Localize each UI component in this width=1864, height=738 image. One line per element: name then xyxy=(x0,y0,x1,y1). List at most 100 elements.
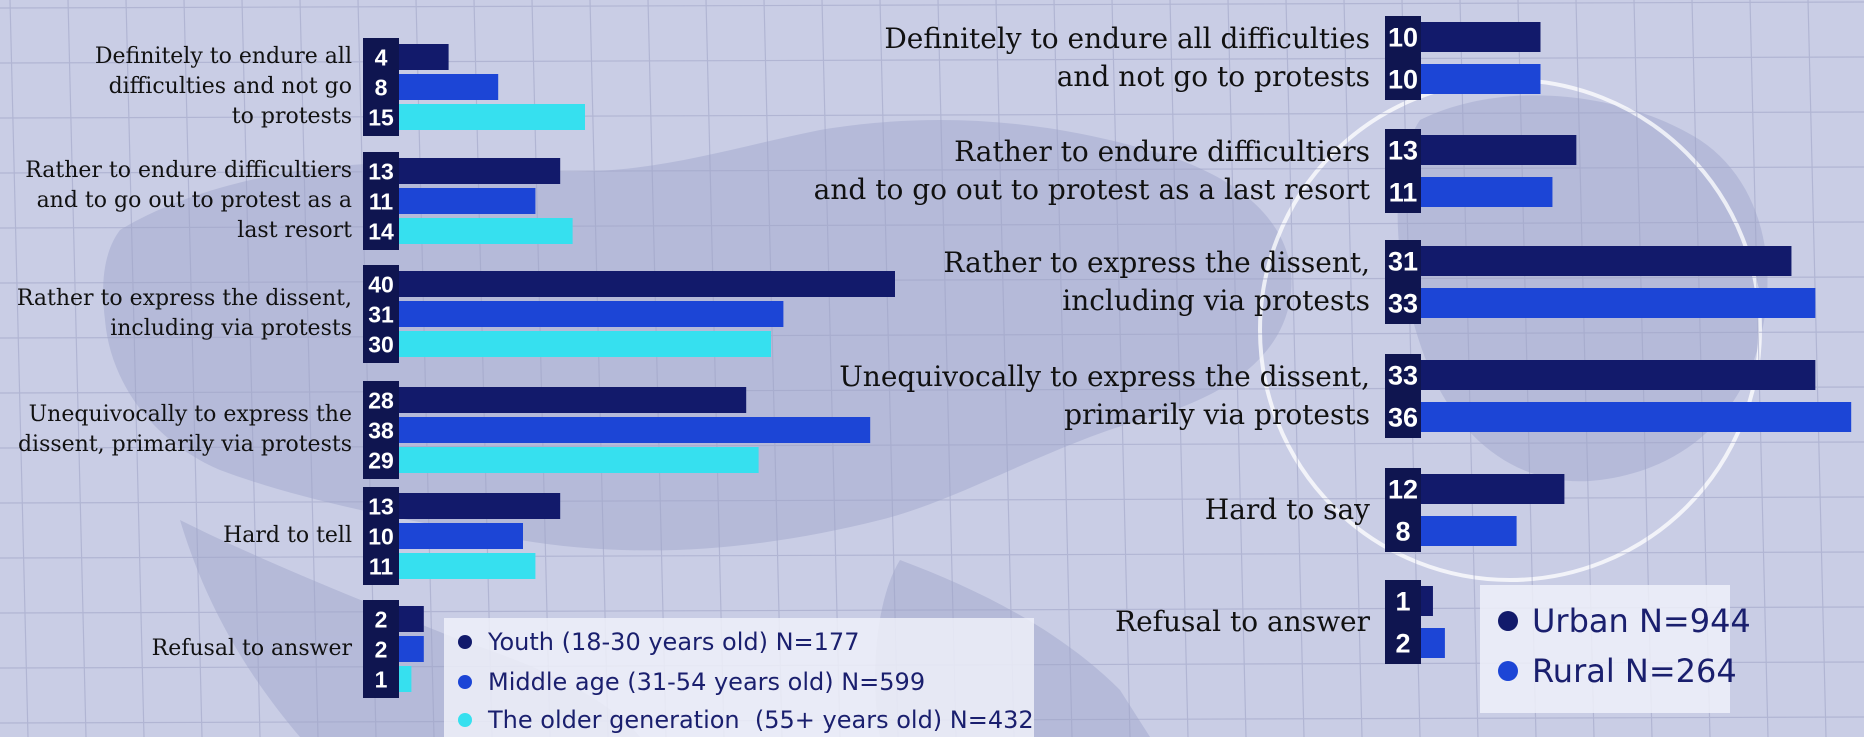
legend-item-older: The older generation (55+ years old) N=4… xyxy=(458,702,1034,738)
bar-0-1-1 xyxy=(399,188,536,214)
category-label-line: Definitely to endure all xyxy=(94,44,352,69)
value-box-1-0 xyxy=(1385,16,1421,100)
bar-1-3-0 xyxy=(1421,360,1816,390)
category-label: Unequivocally to express the dissent, pri… xyxy=(18,400,352,460)
data-label-0-5-2: 1 xyxy=(375,666,388,692)
value-box-0-1 xyxy=(363,152,399,250)
bar-1-0-0 xyxy=(1421,22,1541,52)
data-label-1-0-0: 10 xyxy=(1388,23,1418,53)
bar-0-5-0 xyxy=(399,606,424,632)
category-label-line: primarily via protests xyxy=(1064,398,1370,431)
category-label-line: to protests xyxy=(231,104,352,129)
value-box-1-5 xyxy=(1385,580,1421,664)
category-label: Rather to endure difficultiers and to go … xyxy=(814,133,1370,209)
category-label-line: Hard to say xyxy=(1204,493,1370,526)
category-label-line: Definitely to endure all difficulties xyxy=(884,22,1370,55)
value-box-1-2 xyxy=(1385,240,1421,324)
data-label-0-0-1: 8 xyxy=(375,74,388,100)
data-label-0-1-2: 14 xyxy=(368,218,394,244)
data-label-0-3-1: 38 xyxy=(368,417,394,443)
legend-label-urban: Urban N=944 xyxy=(1532,602,1751,640)
data-label-0-3-0: 28 xyxy=(368,387,394,413)
bar-1-2-1 xyxy=(1421,288,1816,318)
data-label-0-5-1: 2 xyxy=(375,636,388,662)
data-label-1-1-0: 13 xyxy=(1388,136,1418,166)
legend-swatch-youth xyxy=(458,635,472,649)
bar-0-2-2 xyxy=(399,331,771,357)
value-box-0-0 xyxy=(363,38,399,136)
data-label-0-3-2: 29 xyxy=(368,447,394,473)
category-label-line: Rather to express the dissent, xyxy=(16,286,352,311)
bar-0-5-1 xyxy=(399,636,424,662)
bar-1-1-1 xyxy=(1421,177,1553,207)
value-box-1-3 xyxy=(1385,354,1421,438)
category-label-line: Rather to endure difficultiers xyxy=(954,135,1370,168)
value-box-0-2 xyxy=(363,265,399,363)
category-label-line: Refusal to answer xyxy=(1115,605,1370,638)
legend-item-middle: Middle age (31-54 years old) N=599 xyxy=(458,664,925,700)
category-label: Hard to tell xyxy=(223,521,352,551)
data-label-1-4-0: 12 xyxy=(1388,475,1418,505)
category-label: Definitely to endure all difficulties and… xyxy=(884,20,1370,96)
value-box-0-4 xyxy=(363,487,399,585)
category-label: Refusal to answer xyxy=(1115,603,1370,641)
bar-0-5-2 xyxy=(399,666,412,692)
value-box-0-3 xyxy=(363,381,399,479)
category-label: Rather to endure difficultiers and to go … xyxy=(25,156,352,246)
bar-0-1-0 xyxy=(399,158,561,184)
data-label-0-2-0: 40 xyxy=(368,271,394,297)
category-label-line: Rather to endure difficultiers xyxy=(25,158,352,183)
category-label-line: Rather to express the dissent, xyxy=(943,246,1370,279)
legend-swatch-middle xyxy=(458,675,472,689)
bar-0-4-0 xyxy=(399,493,561,519)
data-label-1-3-0: 33 xyxy=(1388,361,1418,391)
bar-1-0-1 xyxy=(1421,64,1541,94)
category-label-line: and not go to protests xyxy=(1056,60,1370,93)
category-label-line: dissent, primarily via protests xyxy=(17,432,352,457)
data-label-0-4-2: 11 xyxy=(369,553,394,579)
legend-item-urban: Urban N=944 xyxy=(1498,599,1751,643)
bar-0-3-1 xyxy=(399,417,871,443)
category-label-line: including via protests xyxy=(110,316,352,341)
data-label-1-4-1: 8 xyxy=(1395,517,1410,547)
legend-swatch-older xyxy=(458,713,472,727)
data-label-1-5-1: 2 xyxy=(1395,629,1410,659)
data-label-1-1-1: 11 xyxy=(1389,178,1418,208)
data-label-0-0-0: 4 xyxy=(375,44,388,70)
data-label-0-1-1: 11 xyxy=(369,188,394,214)
legend-swatch-rural xyxy=(1498,661,1518,681)
legend-swatch-urban xyxy=(1498,611,1518,631)
category-label: Rather to express the dissent, including … xyxy=(17,284,352,344)
data-label-1-0-1: 10 xyxy=(1388,65,1418,95)
bar-0-3-2 xyxy=(399,447,759,473)
category-label-line: difficulties and not go xyxy=(108,74,352,99)
category-label: Definitely to endure all difficulties and… xyxy=(95,42,352,132)
legend-label-youth: Youth (18-30 years old) N=177 xyxy=(488,628,860,656)
legend-right: Urban N=944 Rural N=264 xyxy=(1480,585,1751,713)
value-box-1-4 xyxy=(1385,468,1421,552)
legend-left: Youth (18-30 years old) N=177 Middle age… xyxy=(444,618,1034,737)
bar-1-5-0 xyxy=(1421,586,1433,616)
bar-0-2-0 xyxy=(399,271,895,297)
bar-1-5-1 xyxy=(1421,628,1445,658)
bar-0-4-1 xyxy=(399,523,523,549)
legend-label-rural: Rural N=264 xyxy=(1532,652,1737,690)
category-label-line: and to go out to protest as a last resor… xyxy=(813,173,1370,206)
bar-0-0-0 xyxy=(399,44,449,70)
data-label-0-1-0: 13 xyxy=(368,158,394,184)
legend-label-middle: Middle age (31-54 years old) N=599 xyxy=(488,668,926,696)
bar-0-4-2 xyxy=(399,553,536,579)
data-label-0-4-0: 13 xyxy=(368,493,394,519)
data-label-1-3-1: 36 xyxy=(1388,403,1418,433)
category-label-line: last resort xyxy=(237,218,352,243)
data-label-0-2-2: 30 xyxy=(368,331,394,357)
data-label-1-2-0: 31 xyxy=(1388,247,1418,277)
bar-1-4-0 xyxy=(1421,474,1565,504)
legend-item-youth: Youth (18-30 years old) N=177 xyxy=(458,624,859,660)
bar-1-3-1 xyxy=(1421,402,1852,432)
category-label-line: Refusal to answer xyxy=(151,636,352,661)
bar-0-0-1 xyxy=(399,74,499,100)
bar-0-3-0 xyxy=(399,387,747,413)
category-label: Unequivocally to express the dissent, pri… xyxy=(839,358,1370,434)
